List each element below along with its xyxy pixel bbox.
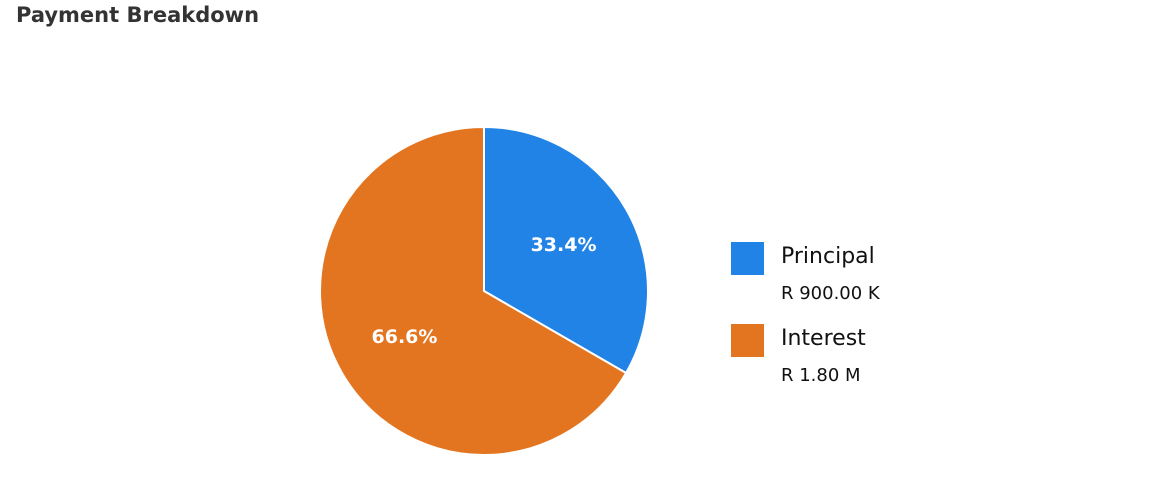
legend-label-interest: Interest	[781, 326, 866, 351]
pie-slice-interest[interactable]	[319, 125, 628, 456]
legend-value-interest: R 1.80 M	[781, 365, 861, 386]
legend-label-principal: Principal	[781, 244, 875, 269]
legend-swatch-interest	[731, 324, 764, 357]
pie-label-principal: 33.4%	[531, 234, 597, 256]
pie-slice-principal[interactable]	[483, 125, 649, 375]
legend-value-principal: R 900.00 K	[781, 283, 880, 304]
pie-label-interest: 66.6%	[372, 326, 438, 348]
legend-swatch-principal	[731, 242, 764, 275]
chart-title: Payment Breakdown	[16, 3, 260, 27]
